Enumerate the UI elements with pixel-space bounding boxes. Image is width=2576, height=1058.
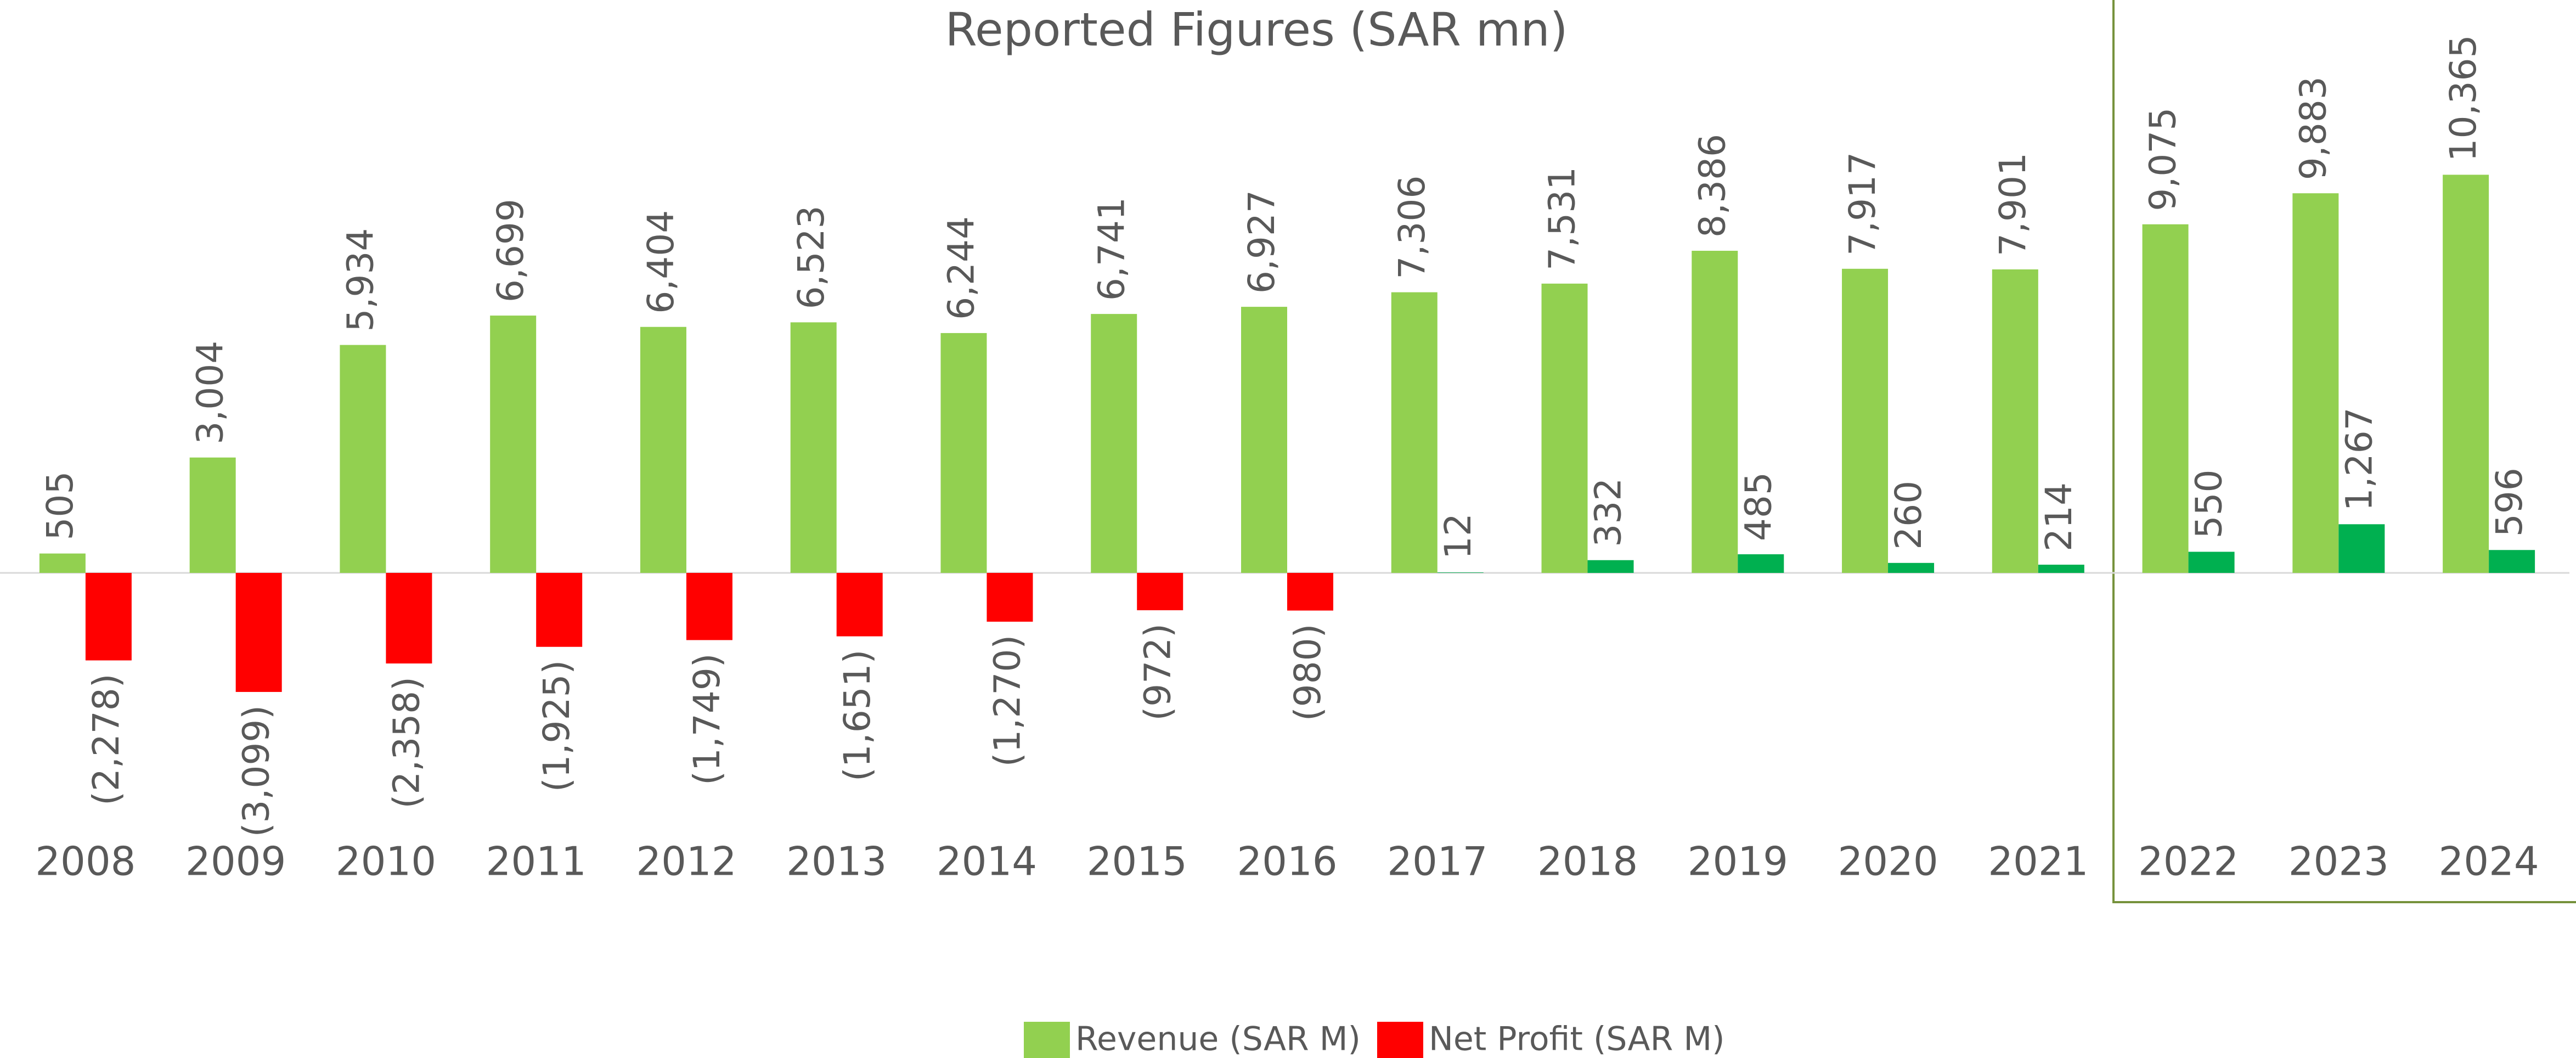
legend-label: Net Profit (SAR M): [1429, 1020, 1725, 1058]
data-label: 3,004: [189, 341, 232, 444]
data-label: (980): [1287, 624, 1329, 721]
bar: [1842, 268, 1889, 573]
bar: [1391, 292, 1438, 573]
data-label: 6,244: [940, 216, 983, 320]
bar: [2338, 524, 2385, 573]
bar: [640, 327, 686, 573]
x-tick-label: 2022: [2138, 838, 2239, 885]
chart-title: Reported Figures (SAR mn): [945, 3, 1568, 57]
data-label: 1,267: [2338, 407, 2380, 511]
data-label: 260: [1887, 481, 1930, 550]
legend-swatch: [1024, 1022, 1070, 1058]
x-tick-label: 2024: [2439, 838, 2539, 885]
x-tick-label: 2009: [185, 838, 286, 885]
bar: [686, 573, 732, 640]
bar: [2443, 175, 2489, 573]
data-label: 550: [2188, 470, 2230, 539]
bar: [790, 322, 837, 573]
x-tick-label: 2018: [1537, 838, 1638, 885]
bar: [2292, 193, 2339, 573]
bar: [1241, 307, 1287, 573]
bar: [940, 333, 987, 573]
data-label: (1,925): [536, 660, 578, 792]
data-label: 7,531: [1541, 167, 1583, 271]
data-label: (2,358): [385, 677, 427, 808]
x-tick-label: 2015: [1087, 838, 1187, 885]
data-label: (1,651): [836, 650, 878, 781]
bar: [235, 573, 282, 692]
bar: [987, 573, 1033, 622]
bar: [340, 345, 386, 573]
data-label: 6,699: [489, 199, 532, 302]
data-label: 10,365: [2442, 35, 2484, 162]
data-label: 6,741: [1090, 197, 1132, 301]
legend-swatch: [1377, 1022, 1423, 1058]
x-tick-label: 2017: [1387, 838, 1487, 885]
data-label: 6,927: [1241, 190, 1283, 294]
bar: [2142, 224, 2189, 573]
x-tick-label: 2011: [486, 838, 587, 885]
bar: [1091, 314, 1137, 573]
x-tick-label: 2023: [2288, 838, 2389, 885]
data-label: 12: [1437, 513, 1479, 559]
bar: [2489, 550, 2535, 573]
bar: [1287, 573, 1333, 611]
bar: [1137, 573, 1183, 611]
highlight-box: [2112, 0, 2576, 903]
data-label: (1,749): [686, 653, 728, 785]
bar: [2038, 565, 2084, 573]
data-label: 8,386: [1691, 134, 1733, 238]
bar: [85, 573, 132, 661]
data-label: (972): [1136, 623, 1179, 721]
legend-label: Revenue (SAR M): [1075, 1020, 1361, 1058]
bar: [386, 573, 432, 664]
data-label: (3,099): [235, 705, 278, 837]
bar: [1587, 560, 1634, 573]
data-label: (1,270): [987, 635, 1029, 767]
data-label: 5,934: [339, 228, 381, 332]
bar: [1541, 283, 1588, 573]
data-label: 505: [39, 471, 81, 541]
bar: [1992, 269, 2038, 573]
bar: [1888, 562, 1935, 573]
x-tick-label: 2010: [336, 838, 436, 885]
data-label: 9,075: [2142, 108, 2184, 211]
x-tick-label: 2019: [1688, 838, 1788, 885]
data-label: 7,917: [1841, 152, 1884, 256]
bar: [2188, 551, 2235, 573]
data-label: 9,883: [2292, 76, 2334, 180]
bar: [1692, 250, 1738, 573]
bar: [189, 457, 236, 573]
bar: [39, 553, 86, 573]
data-label: 596: [2488, 468, 2530, 537]
x-tick-label: 2021: [1988, 838, 2088, 885]
x-tick-label: 2020: [1837, 838, 1938, 885]
x-tick-label: 2014: [937, 838, 1037, 885]
bar: [836, 573, 883, 637]
data-label: 7,901: [1992, 153, 2034, 256]
data-label: (2,278): [85, 673, 127, 805]
x-tick-label: 2012: [636, 838, 736, 885]
x-tick-label: 2016: [1237, 838, 1337, 885]
data-label: 7,306: [1391, 176, 1433, 279]
bar: [1437, 572, 1484, 573]
data-label: 485: [1737, 472, 1779, 541]
data-label: 6,523: [790, 205, 832, 309]
bar: [1738, 554, 1784, 573]
data-label: 6,404: [640, 210, 682, 314]
x-tick-label: 2008: [35, 838, 136, 885]
bar: [536, 573, 583, 647]
data-label: 214: [2038, 482, 2080, 551]
data-label: 332: [1587, 478, 1630, 547]
bar: [490, 316, 537, 573]
x-tick-label: 2013: [786, 838, 887, 885]
